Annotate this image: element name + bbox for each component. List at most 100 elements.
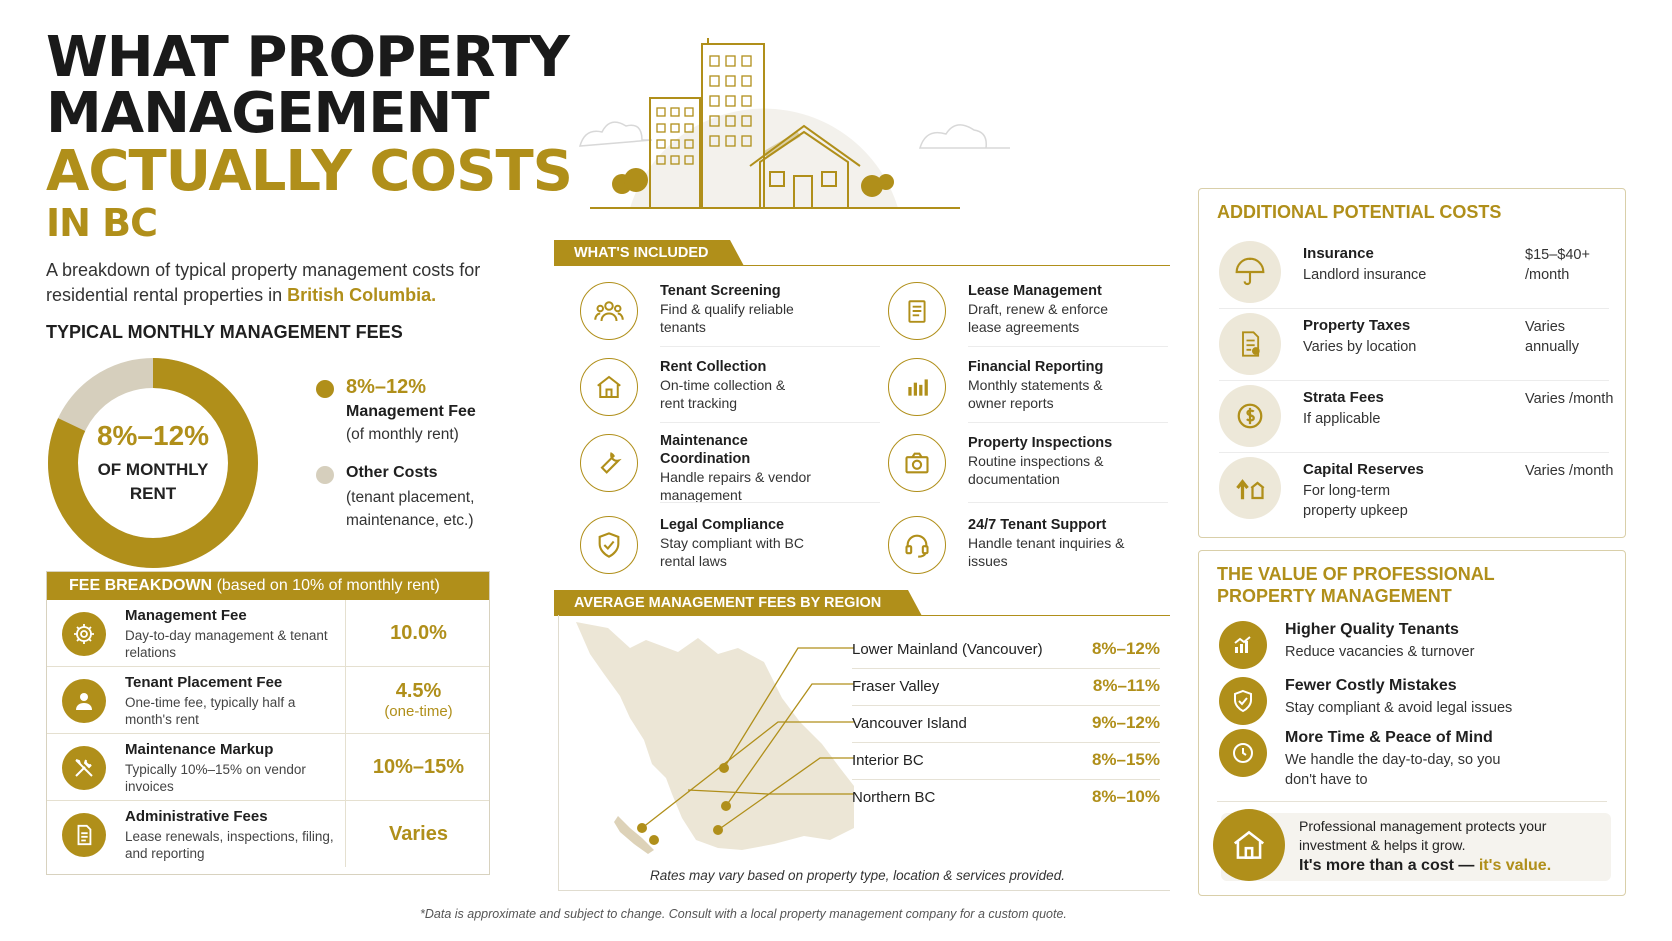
fee-breakdown-header: FEE BREAKDOWN (based on 10% of monthly r… <box>47 572 489 600</box>
legend-other-note: (tenant placement, <box>346 489 475 506</box>
region-name: Vancouver Island <box>852 715 967 732</box>
fee-name: Administrative Fees <box>125 808 268 825</box>
house-arrow-icon <box>1219 457 1281 519</box>
fee-breakdown-note: (based on 10% of monthly rent) <box>216 577 440 594</box>
regions-box-left <box>558 615 559 891</box>
people-icon <box>580 282 638 340</box>
legend-other-note-2: maintenance, etc.) <box>346 512 474 529</box>
fee-name: Tenant Placement Fee <box>125 674 283 691</box>
service-tenant-support: 24/7 Tenant Support Handle tenant inquir… <box>888 512 1178 580</box>
shield-check-icon <box>580 516 638 574</box>
service-desc: On-time collection & rent tracking <box>660 377 786 411</box>
regions-tag: AVERAGE MANAGEMENT FEES BY REGION <box>554 590 922 616</box>
service-rent-collection: Rent Collection On-time collection & ren… <box>580 354 870 422</box>
divider <box>968 422 1168 423</box>
house-icon <box>580 358 638 416</box>
growth-chart-icon <box>1219 621 1267 669</box>
region-value: 8%–10% <box>1091 787 1160 806</box>
cost-name: Insurance <box>1303 245 1374 262</box>
value-callout-bold: It's more than a cost — <box>1299 857 1475 874</box>
camera-icon <box>888 434 946 492</box>
city-buildings-illustration <box>578 38 1010 209</box>
value-title: Higher Quality Tenants <box>1285 621 1459 638</box>
service-desc: Find & qualify reliable tenants <box>660 301 794 335</box>
cost-value: Varies annually <box>1525 319 1580 355</box>
page-title-line-4: IN BC <box>46 201 158 245</box>
value-panel: THE VALUE OF PROFESSIONAL PROPERTY MANAG… <box>1198 550 1626 896</box>
table-row: Tenant Placement Fee One-time fee, typic… <box>47 667 489 734</box>
value-desc: Reduce vacancies & turnover <box>1285 644 1475 660</box>
service-desc: Stay compliant with BC rental laws <box>660 535 804 569</box>
cost-row: Capital Reserves For long-term property … <box>1219 453 1613 525</box>
service-desc: Monthly statements & owner reports <box>968 377 1103 411</box>
legend-other-label: Other Costs <box>346 464 438 481</box>
fee-desc: Typically 10%–15% on vendor invoices <box>125 762 306 794</box>
fee-value-cell: 10%–15% <box>345 734 491 800</box>
value-callout: Professional management protects your in… <box>1213 809 1611 881</box>
tools-icon <box>62 746 106 790</box>
document-icon <box>62 813 106 857</box>
service-desc: Routine inspections & documentation <box>968 453 1104 487</box>
region-name: Lower Mainland (Vancouver) <box>852 641 1043 658</box>
subtitle-text: A breakdown of typical property manageme… <box>46 260 481 305</box>
cost-row: Insurance Landlord insurance $15–$40+ /m… <box>1219 237 1609 309</box>
service-lease-management: Lease Management Draft, renew & enforce … <box>888 278 1178 346</box>
region-value: 8%–11% <box>1092 676 1160 695</box>
cost-name: Property Taxes <box>1303 317 1411 334</box>
wrench-icon <box>580 434 638 492</box>
table-row: Administrative Fees Lease renewals, insp… <box>47 801 489 868</box>
divider <box>1217 801 1607 802</box>
donut-management-arc <box>48 358 258 568</box>
divider <box>660 422 880 423</box>
legend-dot-management <box>316 380 334 398</box>
donut-center-label-2: RENT <box>129 484 177 503</box>
fee-breakdown-table: FEE BREAKDOWN (based on 10% of monthly r… <box>46 571 490 875</box>
region-row: Lower Mainland (Vancouver) 8%–12% <box>852 633 1160 669</box>
region-value: 8%–15% <box>1091 750 1160 769</box>
region-row: Fraser Valley 8%–11% <box>852 670 1160 706</box>
legend-management-note: (of monthly rent) <box>346 426 459 443</box>
fee-value-cell: 10.0% <box>345 600 491 666</box>
service-desc: Draft, renew & enforce lease agreements <box>968 301 1109 335</box>
value-title: More Time & Peace of Mind <box>1285 729 1493 746</box>
value-row: More Time & Peace of Mind We handle the … <box>1219 729 1609 795</box>
divider <box>968 502 1168 503</box>
additional-costs-panel: ADDITIONAL POTENTIAL COSTS Insurance Lan… <box>1198 188 1626 538</box>
service-desc: Handle repairs & vendor management <box>660 469 811 503</box>
cost-desc: Landlord insurance <box>1303 267 1427 283</box>
service-title: Financial Reporting <box>968 359 1104 375</box>
region-value: 8%–12% <box>1091 639 1160 658</box>
cost-name: Strata Fees <box>1303 389 1384 406</box>
value-row: Fewer Costly Mistakes Stay compliant & a… <box>1219 677 1609 727</box>
fee-name: Management Fee <box>125 607 247 624</box>
bc-map-illustration <box>576 622 854 854</box>
cost-row: Property Taxes Varies by location Varies… <box>1219 309 1609 381</box>
monthly-fees-donut <box>48 358 258 568</box>
umbrella-icon <box>1219 241 1281 303</box>
regions-box-bottom <box>558 890 1170 891</box>
regions-rule <box>554 615 1170 616</box>
region-value: 9%–12% <box>1091 713 1160 732</box>
service-desc: Handle tenant inquiries & issues <box>968 535 1125 569</box>
cost-name: Capital Reserves <box>1303 461 1424 478</box>
page-title-line-1: WHAT PROPERTY <box>46 25 570 90</box>
fee-desc: One-time fee, typically half a month's r… <box>125 695 296 727</box>
service-financial-reporting: Financial Reporting Monthly statements &… <box>888 354 1178 422</box>
tax-document-icon <box>1219 313 1281 375</box>
cost-row: Strata Fees If applicable Varies /month <box>1219 381 1613 453</box>
fee-name: Maintenance Markup <box>125 741 274 758</box>
service-maintenance-coordination: Maintenance Coordination Handle repairs … <box>580 428 870 503</box>
whats-included-tag: WHAT'S INCLUDED <box>554 240 744 266</box>
value-title: Fewer Costly Mistakes <box>1285 677 1457 694</box>
service-title: Lease Management <box>968 283 1102 299</box>
donut-center-label-1: OF MONTHLY <box>97 460 209 479</box>
donut-center-value: 8%–12% <box>96 420 210 451</box>
service-title: Legal Compliance <box>660 517 785 533</box>
page-title-line-3: ACTUALLY COSTS <box>46 139 573 204</box>
cost-desc: Varies by location <box>1303 339 1417 355</box>
page-subtitle: A breakdown of typical property manageme… <box>46 258 526 308</box>
dollar-coin-icon <box>1219 385 1281 447</box>
fee-value-cell: 4.5% (one-time) <box>345 667 491 733</box>
value-callout-highlight: it's value. <box>1478 857 1552 874</box>
service-title: Rent Collection <box>660 359 767 375</box>
